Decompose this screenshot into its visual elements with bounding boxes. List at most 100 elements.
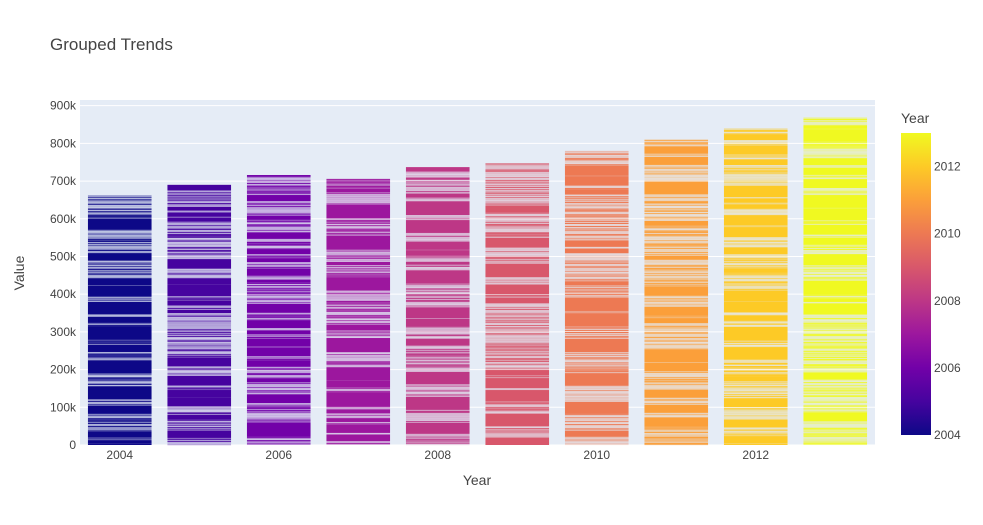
bar-segment — [167, 236, 232, 238]
bar-segment — [644, 326, 709, 328]
bar-segment — [326, 380, 391, 388]
bar-segment — [723, 344, 788, 345]
bar-segment — [644, 305, 709, 307]
bar-segment — [87, 402, 152, 403]
bar-segment — [644, 237, 709, 239]
bar-segment — [326, 218, 391, 220]
bar-segment — [405, 186, 470, 188]
bar-segment — [803, 195, 868, 208]
bar-segment — [803, 410, 868, 411]
bar-segment — [803, 397, 868, 399]
bar-segment — [87, 297, 152, 299]
bar-segment — [644, 248, 709, 250]
bar-segment — [405, 354, 470, 357]
bar-segment — [246, 265, 311, 267]
bar-segment — [246, 410, 311, 412]
bar-segment — [167, 276, 232, 278]
bar-segment — [87, 316, 152, 318]
bar-segment — [803, 152, 868, 153]
bar-segment — [485, 261, 550, 263]
bar-segment — [246, 265, 311, 266]
bar-segment — [405, 185, 470, 186]
bar-segment — [564, 272, 629, 273]
bar-segment — [644, 346, 709, 348]
bar-segment — [246, 185, 311, 187]
bar-segment — [485, 169, 550, 170]
bar-segment — [246, 334, 311, 336]
bar-segment — [246, 313, 311, 315]
bar-segment — [87, 252, 152, 254]
bar-segment — [723, 142, 788, 144]
bar-segment — [405, 369, 470, 371]
bar-segment — [564, 185, 629, 187]
bar-segment — [326, 337, 391, 339]
bar-segment — [246, 203, 311, 204]
bar-segment — [644, 299, 709, 300]
bar-segment — [167, 343, 232, 344]
bar-segment — [167, 225, 232, 227]
bar-segment — [564, 394, 629, 396]
bar-segment — [485, 360, 550, 362]
bar-segment — [87, 417, 152, 419]
bar-segment — [405, 259, 470, 261]
bar-segment — [485, 429, 550, 431]
bar-segment — [87, 404, 152, 406]
bar-segment — [564, 213, 629, 215]
bar-segment — [644, 377, 709, 379]
x-tick-label: 2006 — [265, 448, 292, 462]
bar-segment — [246, 262, 311, 263]
bar-segment — [326, 226, 391, 227]
bar-segment — [564, 254, 629, 256]
bar-segment — [405, 306, 470, 307]
bar-segment — [564, 334, 629, 336]
bar-segment — [246, 314, 311, 316]
bar-segment — [644, 279, 709, 281]
bar-segment — [644, 389, 709, 390]
bar-segment — [564, 274, 629, 275]
bar-segment — [803, 314, 868, 316]
bar-segment — [87, 262, 152, 263]
bar-segment — [167, 345, 232, 347]
bar-segment — [803, 356, 868, 357]
bar-segment — [723, 415, 788, 417]
bar-segment — [485, 378, 550, 389]
bar-segment — [564, 222, 629, 223]
bar-segment — [167, 223, 232, 225]
bar-segment — [723, 183, 788, 184]
bar-segment — [644, 299, 709, 301]
bar-segment — [723, 409, 788, 411]
bar-segment — [644, 327, 709, 329]
bar-segment — [326, 434, 391, 435]
bar-segment — [644, 302, 709, 303]
bar-segment — [485, 406, 550, 408]
bar-segment — [405, 389, 470, 391]
bar-segment — [644, 203, 709, 204]
bar-segment — [326, 313, 391, 315]
bar-segment — [564, 206, 629, 208]
bar-segment — [167, 297, 232, 299]
bar-segment — [167, 331, 232, 332]
bar-segment — [246, 393, 311, 395]
bar-segment — [644, 336, 709, 339]
bar-segment — [326, 322, 391, 323]
bar-segment — [803, 191, 868, 193]
bar-segment — [564, 331, 629, 332]
bar-segment — [246, 213, 311, 215]
bar-segment — [803, 407, 868, 409]
bar-segment — [644, 430, 709, 432]
bar-segment — [87, 354, 152, 356]
bar-segment — [405, 391, 470, 393]
bar-segment — [246, 418, 311, 419]
bar-segment — [246, 443, 311, 444]
bar-segment — [326, 433, 391, 435]
bar-segment — [405, 336, 470, 337]
bar-segment — [167, 332, 232, 334]
bar-segment — [87, 437, 152, 439]
bar-segment — [564, 266, 629, 267]
bar-segment — [564, 205, 629, 207]
bar-segment — [723, 267, 788, 269]
bar-segment — [644, 170, 709, 172]
bar-segment — [564, 208, 629, 210]
bar-segment — [644, 217, 709, 219]
bar-segment — [405, 437, 470, 439]
